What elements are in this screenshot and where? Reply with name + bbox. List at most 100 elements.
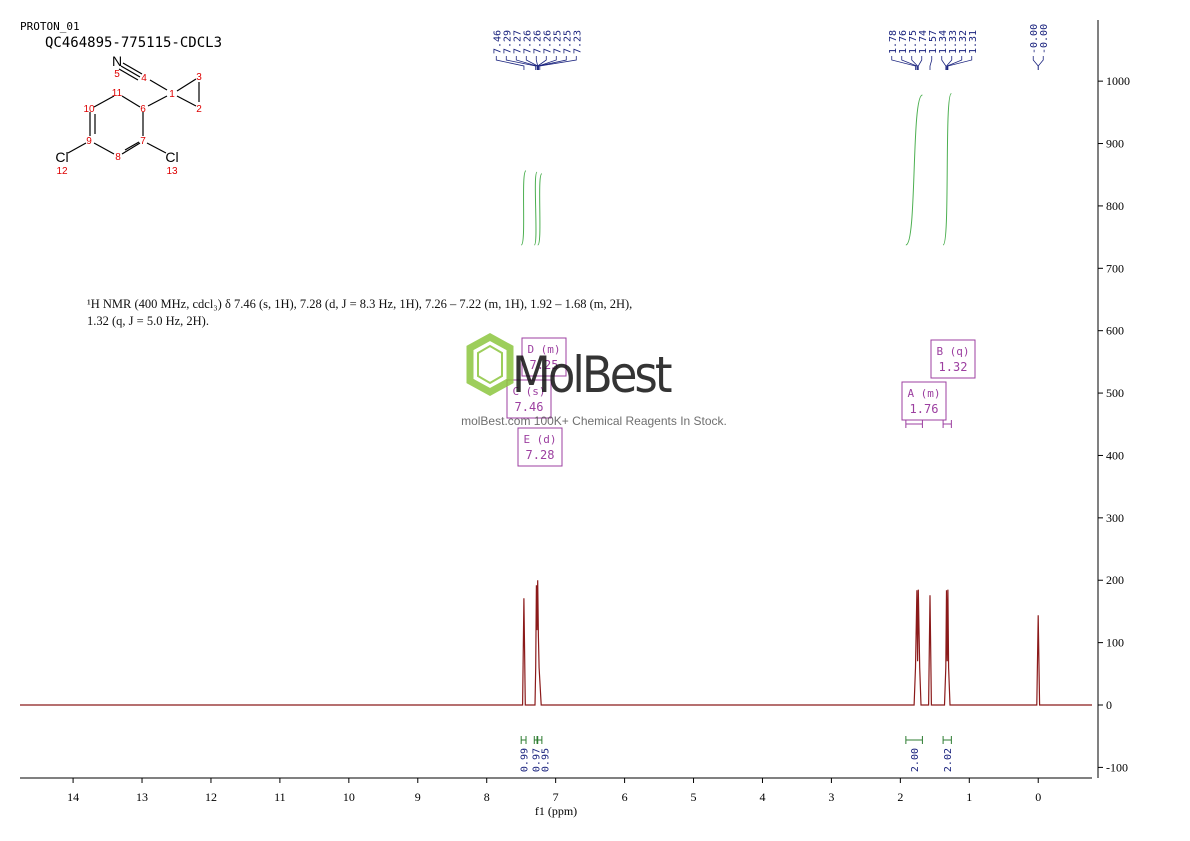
atom-number: 3: [196, 72, 202, 83]
integral-curve: [533, 171, 538, 246]
peak-label: 1.75: [908, 30, 919, 54]
peak-label: 1.33: [948, 30, 959, 54]
x-tick-label: 0: [1035, 790, 1041, 804]
atom-label: N: [112, 53, 122, 69]
x-tick-label: 10: [343, 790, 355, 804]
atom-number: 2: [196, 104, 202, 115]
peak-label: 1.32: [958, 30, 969, 54]
peak-label-connector: [917, 56, 923, 70]
peak-label: 7.26: [532, 30, 543, 54]
multiplet-range: [905, 420, 923, 428]
x-tick-label: 4: [759, 790, 765, 804]
multiplet-label: D (m): [527, 343, 560, 356]
multiplet-label: E (d): [523, 433, 556, 446]
peak-label-connector: [941, 56, 947, 70]
multiplet-label: A (m): [907, 387, 940, 400]
peak-label: 7.25: [562, 30, 573, 54]
integral-label: 0.99: [520, 748, 531, 772]
multiplet-box: [930, 339, 976, 379]
integral-label: 0.97: [532, 748, 543, 772]
integral-curve: [942, 93, 952, 246]
x-tick-label: 9: [415, 790, 421, 804]
multiplet-box: [901, 381, 947, 421]
atom-number: 12: [56, 166, 68, 177]
x-axis-label: f1 (ppm): [535, 804, 577, 818]
integral-curve: [537, 173, 543, 246]
peak-label: 7.25: [552, 30, 563, 54]
integral-bracket: [905, 736, 923, 744]
plot: 14 13 12 11 10 9 8 7 6 5 4 3 2 1 0-1000100200300400500…: [20, 20, 1130, 818]
x-tick-label: 14: [67, 790, 79, 804]
peak-label-connector: [538, 56, 567, 70]
atom-label: Cl: [165, 149, 178, 165]
peak-label-connector: [539, 56, 577, 70]
x-tick-label: 5: [691, 790, 697, 804]
peak-label-connector: [1037, 56, 1044, 70]
y-tick-label: 800: [1106, 199, 1124, 213]
peak-label-connector: [505, 56, 537, 70]
x-tick-label: 12: [205, 790, 217, 804]
multiplet-shift: 1.76: [910, 402, 939, 416]
integral-label: 2.02: [943, 748, 954, 772]
integral-label: 0.95: [541, 748, 552, 772]
y-tick-label: 1000: [1106, 74, 1130, 88]
integral-bracket: [520, 736, 527, 744]
multiplet-label: B (q): [936, 345, 969, 358]
peak-label-connector: [947, 56, 973, 70]
peak-label-connector: [911, 56, 918, 70]
x-tick-label: 2: [897, 790, 903, 804]
peak-label-connector: [515, 56, 538, 70]
x-tick-label: 13: [136, 790, 148, 804]
peak-label: 7.23: [572, 30, 583, 54]
peak-label-connector: [946, 56, 963, 70]
peak-label: 1.76: [898, 30, 909, 54]
peak-label: -0.00: [1039, 24, 1050, 54]
peak-label-connector: [946, 56, 953, 70]
multiplet-shift: 7.28: [526, 448, 555, 462]
peak-label: 1.78: [888, 30, 899, 54]
atom-number: 10: [83, 104, 95, 115]
integral-label: 2.00: [910, 748, 921, 772]
spectrum-line: [20, 580, 1092, 706]
peak-label: 7.27: [512, 30, 523, 54]
atom-number: 7: [140, 136, 146, 147]
peak-label-connector: [537, 56, 547, 70]
x-tick-label: 6: [622, 790, 628, 804]
x-tick-label: 1: [966, 790, 972, 804]
atom-number: 8: [115, 152, 121, 163]
y-tick-label: 300: [1106, 511, 1124, 525]
watermark-tagline: molBest.com 100K+ Chemical Reagents In S…: [461, 414, 727, 428]
experiment-name: PROTON_01: [20, 20, 80, 33]
multiplet-shift: 7.25: [530, 358, 559, 372]
peak-label-connector: [1032, 56, 1039, 70]
peak-label: 7.46: [492, 30, 503, 54]
atom-number: 1: [169, 89, 175, 100]
multiplet-box: [506, 379, 552, 419]
peak-label: 1.57: [928, 30, 939, 54]
y-tick-label: 400: [1106, 448, 1124, 462]
watermark: MolBest molBest.com 100K+ Chemical Reage…: [461, 333, 727, 428]
peak-label-connector: [901, 56, 918, 70]
x-tick-label: 3: [828, 790, 834, 804]
y-tick-label: 900: [1106, 137, 1124, 151]
y-tick-label: 200: [1106, 573, 1124, 587]
y-tick-label: -100: [1106, 760, 1128, 774]
multiplet-box: [517, 427, 563, 467]
x-tick-label: 11: [274, 790, 286, 804]
atom-number: 4: [141, 73, 147, 84]
multiplet-box: [521, 337, 567, 377]
peak-label-connector: [891, 56, 916, 70]
x-tick-label: 7: [553, 790, 559, 804]
peak-label: 1.74: [918, 30, 929, 54]
watermark-brand: MolBest: [512, 346, 672, 404]
nmr-description: ¹H NMR (400 MHz, cdcl₃) δ 7.46 (s, 1H), …: [87, 297, 633, 328]
atom-number: 5: [114, 69, 120, 80]
y-tick-label: 0: [1106, 698, 1112, 712]
integral-bracket: [537, 736, 543, 744]
peak-label-connector: [929, 56, 933, 70]
structure-bonds: [67, 62, 200, 155]
y-tick-label: 600: [1106, 324, 1124, 338]
integral-curve: [905, 94, 923, 246]
